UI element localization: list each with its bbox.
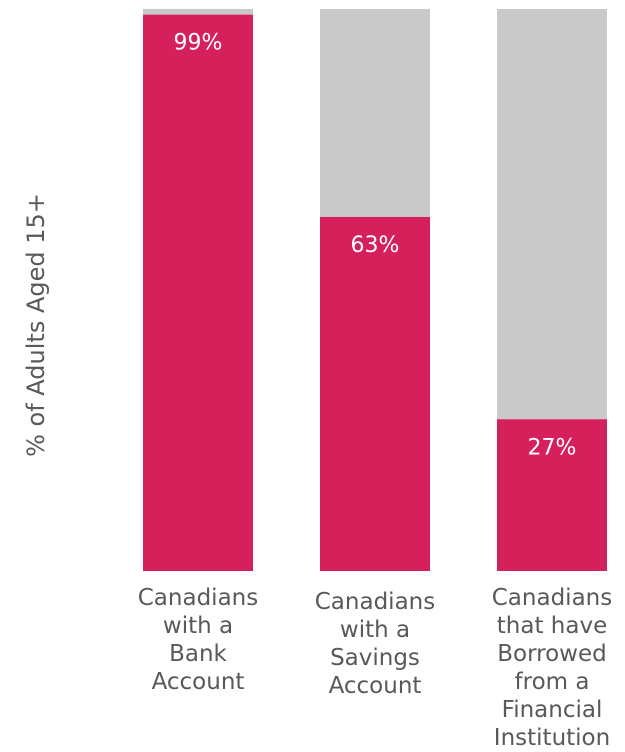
category-label-line: Account xyxy=(328,673,422,699)
category-label-line: Financial xyxy=(501,697,603,723)
category-label-line: Savings xyxy=(330,645,420,671)
category-label-line: Borrowed xyxy=(497,641,607,667)
category-label-line: from a xyxy=(514,669,590,695)
bar-remainder-1 xyxy=(143,9,253,15)
category-label-3: Canadians that have Borrowed from a Financia… xyxy=(477,584,625,752)
bar-value-1 xyxy=(143,14,253,572)
bars-group: 99% 63% 27% xyxy=(143,9,607,572)
bar-remainder-2 xyxy=(320,9,430,217)
data-label-3: 27% xyxy=(528,435,577,460)
category-label-line: with a xyxy=(339,617,411,643)
category-label-line: with a xyxy=(162,613,234,639)
category-label-line: that have xyxy=(496,613,608,639)
data-label-1: 99% xyxy=(174,31,223,56)
bar-remainder-3 xyxy=(497,9,607,420)
data-label-2: 63% xyxy=(351,233,400,258)
category-label-2: Canadians with a Savings Account xyxy=(300,588,450,700)
y-axis-label: % of Adults Aged 15+ xyxy=(22,193,50,457)
category-label-line: Canadians xyxy=(314,589,436,615)
category-label-line: Canadians xyxy=(491,585,613,611)
category-label-line: Canadians xyxy=(137,585,259,611)
category-label-line: Bank xyxy=(169,641,227,667)
bar-value-3 xyxy=(497,419,607,571)
category-label-line: Institution xyxy=(493,725,611,751)
category-label-1: Canadians with a Bank Account xyxy=(123,584,273,696)
category-label-line: Account xyxy=(151,669,245,695)
bar-value-2 xyxy=(320,216,430,571)
